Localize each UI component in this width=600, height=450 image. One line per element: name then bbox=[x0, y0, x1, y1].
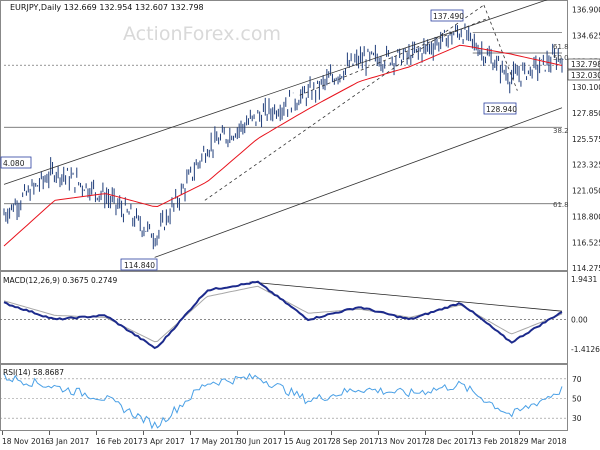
macd-axis: 1.9431 0.00 -1.4126 bbox=[571, 275, 600, 354]
callout-high: 137.490 bbox=[433, 12, 464, 21]
fib-label-382: 38.2 bbox=[553, 127, 569, 135]
macd-tick-label: -1.4126 bbox=[571, 345, 600, 354]
date-tick-label: 15 Aug 2017 bbox=[284, 437, 332, 446]
rsi-tick-label: 30 bbox=[572, 414, 582, 423]
date-tick-label: 16 Feb 2017 bbox=[96, 437, 143, 446]
date-tick-label: 30 Jun 2017 bbox=[237, 437, 282, 446]
current-price-box bbox=[567, 58, 600, 70]
fib-label-500: 50.0 bbox=[553, 54, 569, 62]
rsi-line bbox=[3, 372, 563, 430]
reference-lines bbox=[0, 32, 568, 419]
price-tick-label: 136.900 bbox=[572, 6, 600, 15]
macd-tick-label: 0.00 bbox=[571, 316, 588, 325]
macd-line bbox=[3, 280, 563, 350]
price-tick-label: 116.525 bbox=[572, 238, 600, 247]
callout-left: 4.080 bbox=[3, 159, 25, 168]
ref-price-box bbox=[567, 69, 600, 81]
fib-label-618-top: 61.8 bbox=[553, 43, 569, 51]
macd-panel-frame bbox=[0, 271, 568, 364]
date-tick-label: 28 Dec 2017 bbox=[425, 437, 473, 446]
rsi-tick-label: 50 bbox=[572, 395, 582, 404]
price-axis: 136.900134.625132.350130.100127.850125.5… bbox=[572, 6, 600, 273]
current-price-label: 132.798 bbox=[571, 60, 600, 69]
date-tick-label: 3 Apr 2017 bbox=[143, 437, 185, 446]
trend-line bbox=[3, 0, 548, 185]
callout-box-left bbox=[0, 156, 32, 169]
date-tick-label: 28 Sep 2017 bbox=[331, 437, 379, 446]
chart-title: EURJPY,Daily 132.669 132.954 132.607 132… bbox=[10, 3, 204, 12]
moving-average-line bbox=[3, 44, 563, 247]
price-tick-label: 130.100 bbox=[572, 83, 600, 92]
rsi-axis: 70 50 30 bbox=[572, 375, 582, 423]
callout-box-low bbox=[120, 258, 158, 271]
trend-line bbox=[154, 107, 563, 258]
price-tick-label: 114.275 bbox=[572, 264, 600, 273]
ref-price-label: 132.030 bbox=[571, 71, 600, 80]
fib-label-618-bottom: 61.8 bbox=[553, 201, 569, 209]
price-tick-label: 123.325 bbox=[572, 161, 600, 170]
callout-box-high bbox=[430, 9, 464, 22]
trend-line bbox=[299, 17, 490, 96]
macd-trend-line bbox=[249, 281, 563, 312]
rsi-panel-frame bbox=[0, 364, 568, 431]
macd-tick-label: 1.9431 bbox=[571, 275, 597, 284]
callout-mid: 128.940 bbox=[486, 105, 517, 114]
date-tick-label: 17 May 2017 bbox=[190, 437, 239, 446]
callout-low: 114.840 bbox=[124, 261, 155, 270]
rsi-label: RSI(14) 58.8687 bbox=[3, 368, 64, 377]
price-bars bbox=[3, 23, 563, 250]
trend-line bbox=[204, 4, 485, 201]
macd-label: MACD(12,26,9) 0.3675 0.2749 bbox=[3, 276, 117, 285]
price-tick-label: 121.050 bbox=[572, 187, 600, 196]
watermark: ActionForex.com bbox=[123, 23, 281, 45]
price-tick-label: 127.850 bbox=[572, 109, 600, 118]
date-tick-label: 13 Feb 2018 bbox=[472, 437, 519, 446]
price-tick-label: 118.800 bbox=[572, 212, 600, 221]
price-tick-label: 134.625 bbox=[572, 32, 600, 41]
trend-channel-lines bbox=[3, 0, 563, 258]
macd-signal-line bbox=[3, 285, 563, 343]
date-tick-label: 29 Mar 2018 bbox=[519, 437, 567, 446]
rsi-tick-label: 70 bbox=[572, 375, 582, 384]
date-tick-label: 3 Jan 2017 bbox=[49, 437, 89, 446]
price-panel-frame bbox=[0, 0, 568, 271]
date-tick-label: 13 Nov 2017 bbox=[378, 437, 426, 446]
price-tick-label: 125.575 bbox=[572, 135, 600, 144]
callout-box-mid bbox=[483, 102, 517, 115]
date-tick-label: 18 Nov 2016 bbox=[2, 437, 50, 446]
